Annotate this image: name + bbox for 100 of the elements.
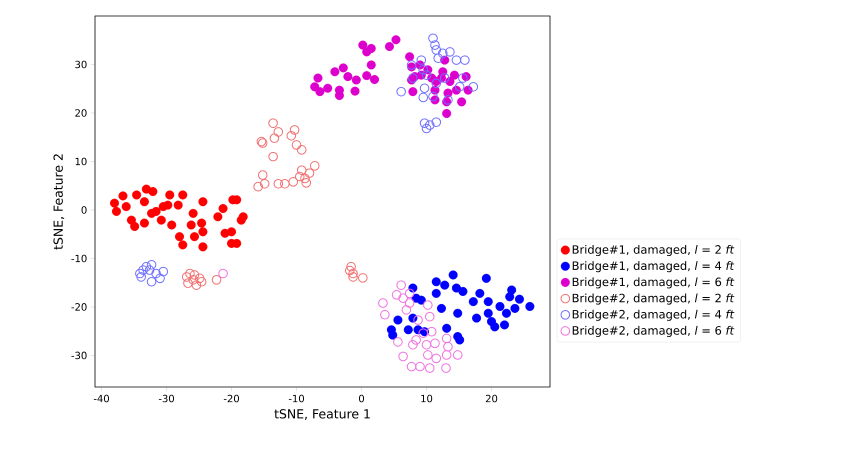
- point: [432, 277, 441, 286]
- point: [431, 45, 442, 55]
- point: [296, 145, 307, 155]
- point: [422, 70, 432, 80]
- point: [452, 350, 463, 360]
- point: [138, 265, 148, 275]
- point: [404, 288, 414, 298]
- point: [112, 206, 121, 216]
- point: [268, 152, 278, 162]
- point: [468, 297, 478, 306]
- x-tick-label: -40: [94, 394, 109, 402]
- x-tick-label: 0: [358, 394, 364, 402]
- y-tick-label: -10: [71, 254, 87, 262]
- point: [495, 302, 504, 311]
- point: [432, 288, 441, 298]
- point: [422, 340, 432, 350]
- point: [346, 262, 356, 272]
- point: [430, 338, 440, 348]
- point: [286, 130, 296, 141]
- point: [198, 197, 208, 206]
- point: [260, 178, 270, 189]
- point: [431, 117, 442, 127]
- point: [156, 216, 166, 225]
- point: [392, 290, 402, 300]
- point: [402, 305, 412, 315]
- legend-label: Bridge#1, damaged, l = 4 ft: [572, 261, 734, 272]
- point: [163, 200, 172, 210]
- point: [338, 63, 348, 72]
- point: [423, 350, 433, 360]
- point: [424, 120, 435, 130]
- point: [428, 92, 438, 102]
- point: [310, 161, 320, 171]
- point: [301, 178, 312, 188]
- point: [404, 298, 414, 308]
- point: [350, 86, 360, 96]
- point: [155, 274, 165, 284]
- point: [185, 268, 195, 278]
- point: [458, 286, 468, 296]
- point: [393, 337, 403, 347]
- point: [448, 270, 458, 280]
- point: [196, 276, 206, 287]
- point: [440, 280, 450, 290]
- point: [525, 302, 534, 311]
- point: [500, 320, 510, 330]
- point: [188, 275, 198, 285]
- point: [428, 33, 438, 44]
- point: [343, 72, 352, 82]
- point: [406, 362, 416, 372]
- point: [418, 92, 428, 102]
- point: [443, 88, 452, 98]
- point: [198, 242, 208, 252]
- y-axis-title: tSNE, Feature 2: [53, 154, 64, 250]
- point: [300, 174, 310, 184]
- point: [442, 350, 452, 360]
- point: [198, 227, 208, 236]
- point: [424, 312, 435, 322]
- point: [348, 268, 358, 278]
- point: [140, 218, 149, 228]
- point: [442, 324, 452, 333]
- point: [352, 76, 361, 84]
- point: [433, 53, 444, 63]
- y-tick-label: 10: [76, 158, 87, 166]
- x-tick-label: 20: [486, 394, 498, 402]
- point: [218, 268, 228, 278]
- point: [323, 84, 332, 93]
- point: [510, 304, 520, 313]
- point: [212, 275, 222, 285]
- point: [490, 322, 500, 332]
- x-tick-label: 10: [421, 394, 432, 402]
- point: [424, 363, 435, 373]
- point: [270, 133, 280, 143]
- point: [482, 274, 491, 283]
- point: [292, 140, 302, 150]
- point: [330, 67, 340, 76]
- point: [268, 118, 278, 128]
- point: [450, 70, 459, 80]
- point: [460, 55, 470, 65]
- point: [423, 300, 433, 310]
- point: [178, 240, 188, 250]
- point: [442, 108, 452, 118]
- point: [484, 297, 493, 306]
- point: [440, 73, 450, 83]
- point: [431, 354, 442, 364]
- point: [178, 190, 188, 200]
- point: [188, 208, 198, 218]
- point: [431, 78, 442, 88]
- point: [274, 127, 284, 137]
- point: [396, 280, 406, 290]
- point: [238, 212, 248, 222]
- point: [148, 187, 158, 196]
- point: [396, 86, 406, 96]
- point: [165, 190, 174, 200]
- point: [398, 293, 408, 304]
- point: [135, 268, 145, 278]
- point: [227, 227, 236, 236]
- point: [472, 314, 482, 323]
- point: [167, 220, 176, 230]
- point: [388, 330, 398, 340]
- point: [405, 52, 414, 62]
- point: [416, 55, 426, 65]
